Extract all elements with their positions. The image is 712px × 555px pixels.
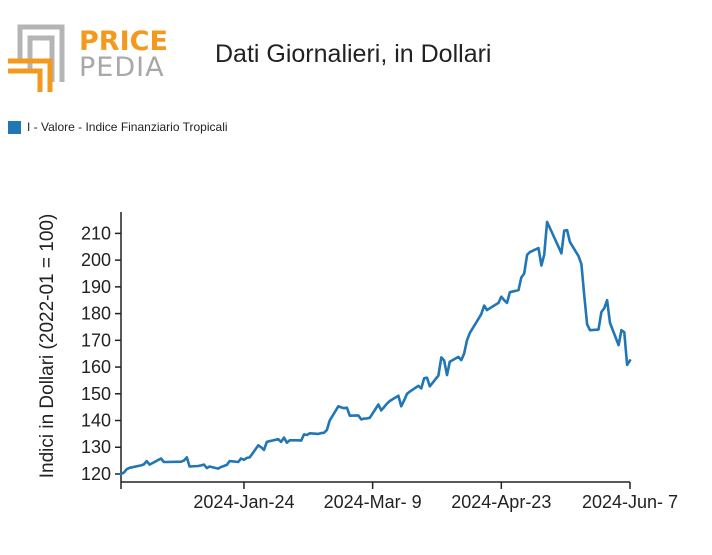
logo-word-pedia: PEDIA	[79, 52, 165, 83]
legend-label: I - Valore - Indice Finanziario Tropical…	[27, 120, 228, 134]
x-axis: 2024-Jan-24 2024-Mar- 9 2024-Apr-23 2024-Ju…	[120, 481, 678, 512]
chart-legend[interactable]: I - Valore - Indice Finanziario Tropical…	[8, 120, 228, 134]
y-tick-label: 170	[81, 330, 111, 350]
x-tick-label: 2024-Jun- 7	[582, 492, 678, 512]
y-tick-label: 190	[81, 277, 111, 297]
logo-word-price: PRICE	[79, 26, 168, 57]
y-axis-title: Indici in Dollari (2022-01 = 100)	[37, 214, 58, 479]
series-line[interactable]	[119, 220, 632, 476]
x-tick-label: 2024-Apr-23	[451, 492, 551, 512]
y-tick-label: 160	[81, 357, 111, 377]
y-tick-label: 210	[81, 223, 111, 243]
x-tick-label: 2024-Mar- 9	[324, 492, 422, 512]
y-tick-label: 200	[81, 250, 111, 270]
pricepedia-logo: PRICE PEDIA	[8, 24, 168, 92]
y-tick-label: 120	[81, 464, 111, 484]
legend-swatch	[8, 120, 21, 134]
y-axis: 120 130 140 150 160 170 180 190 200 210	[81, 212, 122, 484]
y-tick-label: 140	[81, 411, 111, 431]
chart-title: Dati Giornalieri, in Dollari	[215, 40, 492, 68]
y-tick-label: 130	[81, 437, 111, 457]
x-tick-label: 2024-Jan-24	[193, 492, 294, 512]
y-tick-label: 180	[81, 304, 111, 324]
y-tick-label: 150	[81, 384, 111, 404]
logo-mark-icon	[8, 24, 65, 92]
series-layer	[119, 220, 632, 476]
